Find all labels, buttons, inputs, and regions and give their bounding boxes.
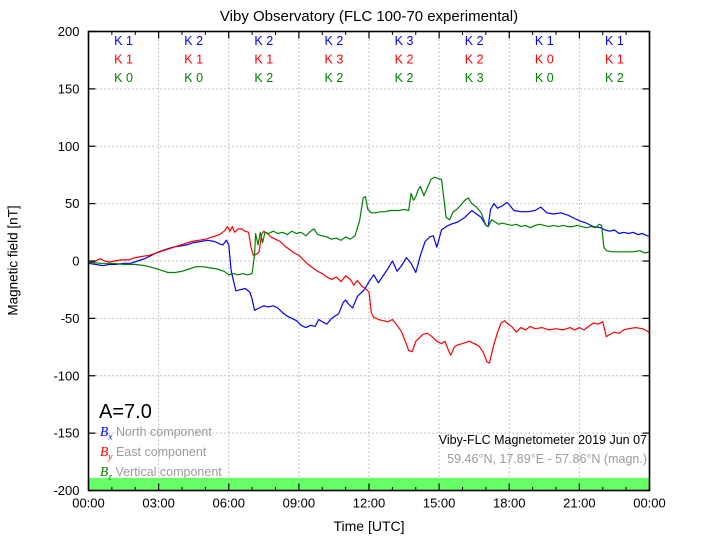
k-value-by: K 2 [465, 53, 484, 67]
legend-label: Vertical component [115, 465, 222, 479]
y-tick-label: 100 [58, 139, 80, 154]
k-value-bx: K 2 [254, 34, 273, 48]
legend-item-bx: Bx North component [100, 424, 222, 444]
series-bz [88, 176, 650, 276]
plot-frame [87, 30, 651, 492]
by-symbol: By [100, 444, 113, 463]
series-by [88, 226, 650, 364]
k-value-by: K 3 [325, 53, 344, 67]
k-value-by: K 2 [395, 53, 414, 67]
station-name-date: Viby-FLC Magnetometer 2019 Jun 07 [438, 433, 647, 447]
data-series [88, 176, 650, 364]
bx-symbol: Bx [100, 424, 113, 443]
x-tick-label: 06:00 [212, 496, 245, 511]
x-tick-label: 15:00 [423, 496, 456, 511]
y-tick-label: 0 [72, 254, 79, 269]
k-value-bz: K 3 [465, 71, 484, 85]
k-value-by: K 1 [114, 53, 133, 67]
y-axis-label: Magnetic field [nT] [5, 205, 21, 316]
legend: Bx North component By East component Bz … [100, 424, 222, 484]
y-tick-label: -100 [53, 368, 79, 383]
y-tick-label: -50 [61, 311, 80, 326]
k-value-bx: K 2 [465, 34, 484, 48]
k-value-bz: K 2 [325, 71, 344, 85]
k-value-by: K 0 [535, 53, 554, 67]
x-axis-label: Time [UTC] [333, 518, 405, 534]
plot-border [87, 30, 651, 492]
chart-title: Viby Observatory (FLC 100-70 experimenta… [219, 8, 519, 25]
station-coordinates: 59.46°N, 17.89°E - 57.86°N (magn.) [447, 452, 647, 466]
x-tick-label: 18:00 [493, 496, 526, 511]
k-value-bz: K 2 [254, 71, 273, 85]
x-tick-label: 12:00 [353, 496, 386, 511]
k-value-bx: K 1 [114, 34, 133, 48]
axis-tick-labels: 00:00 03:00 06:00 09:00 12:00 15:00 18:00 21:00… [53, 24, 665, 511]
bz-symbol: Bz [100, 464, 112, 483]
k-value-bz: K 2 [395, 71, 414, 85]
x-tick-label: 21:00 [563, 496, 596, 511]
a-index-annotation: A=7.0 [99, 401, 152, 423]
k-value-bz: K 0 [114, 71, 133, 85]
gridlines [88, 31, 650, 491]
k-value-by: K 1 [184, 53, 203, 67]
series-bx [88, 201, 650, 329]
k-value-bz: K 0 [184, 71, 203, 85]
k-value-bx: K 1 [535, 34, 554, 48]
k-value-bz: K 2 [605, 71, 624, 85]
x-tick-label: 00:00 [72, 496, 105, 511]
x-tick-label: 09:00 [283, 496, 316, 511]
k-value-by: K 1 [605, 53, 624, 67]
legend-item-bz: Bz Vertical component [100, 464, 222, 484]
station-info: Viby-FLC Magnetometer 2019 Jun 07 59.46°… [439, 431, 647, 469]
k-index-labels: K 1 K 2 K 2 K 2 K 3 K 2 K 1 K 1 K 1 K 1 K 1 K 3 K 2 K… [114, 34, 624, 85]
k-value-bx: K 3 [395, 34, 414, 48]
legend-item-by: By East component [100, 444, 222, 464]
x-tick-label: 00:00 [633, 496, 666, 511]
x-tick-label: 03:00 [142, 496, 175, 511]
y-tick-label: -150 [53, 426, 79, 441]
k-value-bx: K 1 [605, 34, 624, 48]
y-tick-label: 50 [65, 196, 79, 211]
k-value-bx: K 2 [325, 34, 344, 48]
k-value-bx: K 2 [184, 34, 203, 48]
y-tick-label: -200 [53, 483, 79, 498]
legend-label: North component [115, 425, 212, 439]
k-value-by: K 1 [254, 53, 273, 67]
y-tick-label: 150 [58, 81, 80, 96]
y-tick-label: 200 [58, 24, 80, 39]
k-value-bz: K 0 [535, 71, 554, 85]
legend-label: East component [115, 445, 207, 459]
